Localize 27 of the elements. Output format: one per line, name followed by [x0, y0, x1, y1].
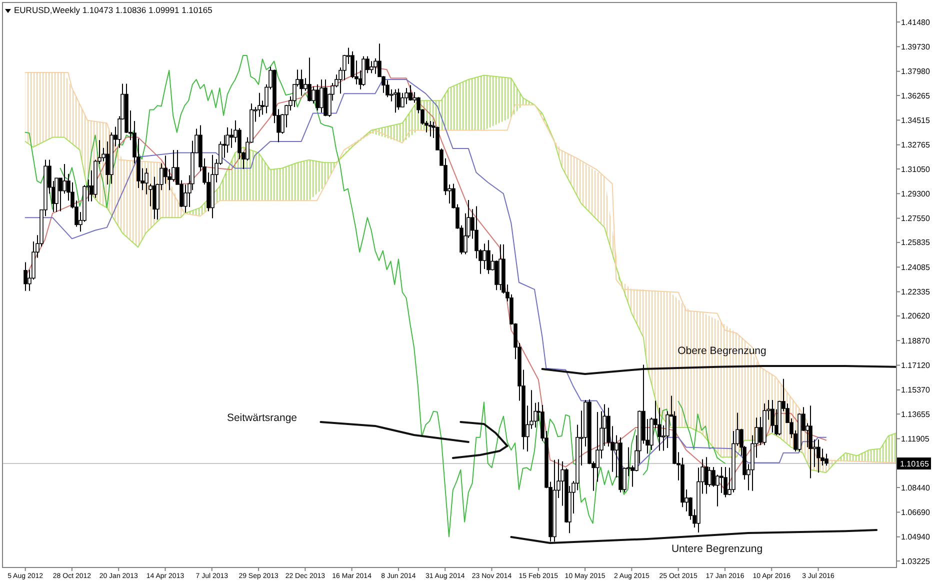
- y-tick-label: 1.15370: [901, 386, 930, 395]
- annotation: Obere Begrenzung: [678, 345, 767, 357]
- ref-line-label: 1.10165: [900, 459, 930, 468]
- y-tick-label: 1.04940: [901, 532, 930, 542]
- y-tick-label: 1.11905: [901, 434, 930, 444]
- y-tick-label: 1.31050: [901, 164, 930, 174]
- y-tick-label: 1.25835: [901, 238, 930, 248]
- y-tick-label: 1.20620: [901, 312, 930, 321]
- y-tick-label: 1.24085: [901, 262, 930, 272]
- y-tick-label: 1.18870: [901, 336, 930, 346]
- y-tick-label: 1.22335: [901, 288, 930, 297]
- y-tick-label: 1.29300: [901, 189, 930, 198]
- y-tick-label: 1.27550: [901, 214, 930, 224]
- y-tick-label: 1.17120: [901, 361, 930, 370]
- annotation: Seitwärtsrange: [226, 412, 298, 424]
- y-tick-label: 1.13655: [901, 410, 930, 419]
- annotation: Untere Begrenzung: [671, 543, 763, 555]
- y-tick-label: 1.34515: [901, 116, 930, 125]
- y-tick-label: 1.37980: [901, 67, 930, 76]
- y-tick-label: 1.39730: [901, 42, 930, 52]
- y-tick-label: 1.41480: [901, 18, 930, 27]
- y-tick-label: 1.03225: [901, 556, 930, 566]
- chart-title: EURUSD,Weekly 1.10473 1.10836 1.09991 1.10165: [14, 5, 213, 15]
- y-tick-label: 1.06690: [901, 508, 930, 517]
- y-tick-label: 1.36265: [901, 91, 930, 100]
- y-tick-label: 1.08440: [901, 483, 930, 492]
- y-tick-label: 1.32765: [901, 140, 930, 150]
